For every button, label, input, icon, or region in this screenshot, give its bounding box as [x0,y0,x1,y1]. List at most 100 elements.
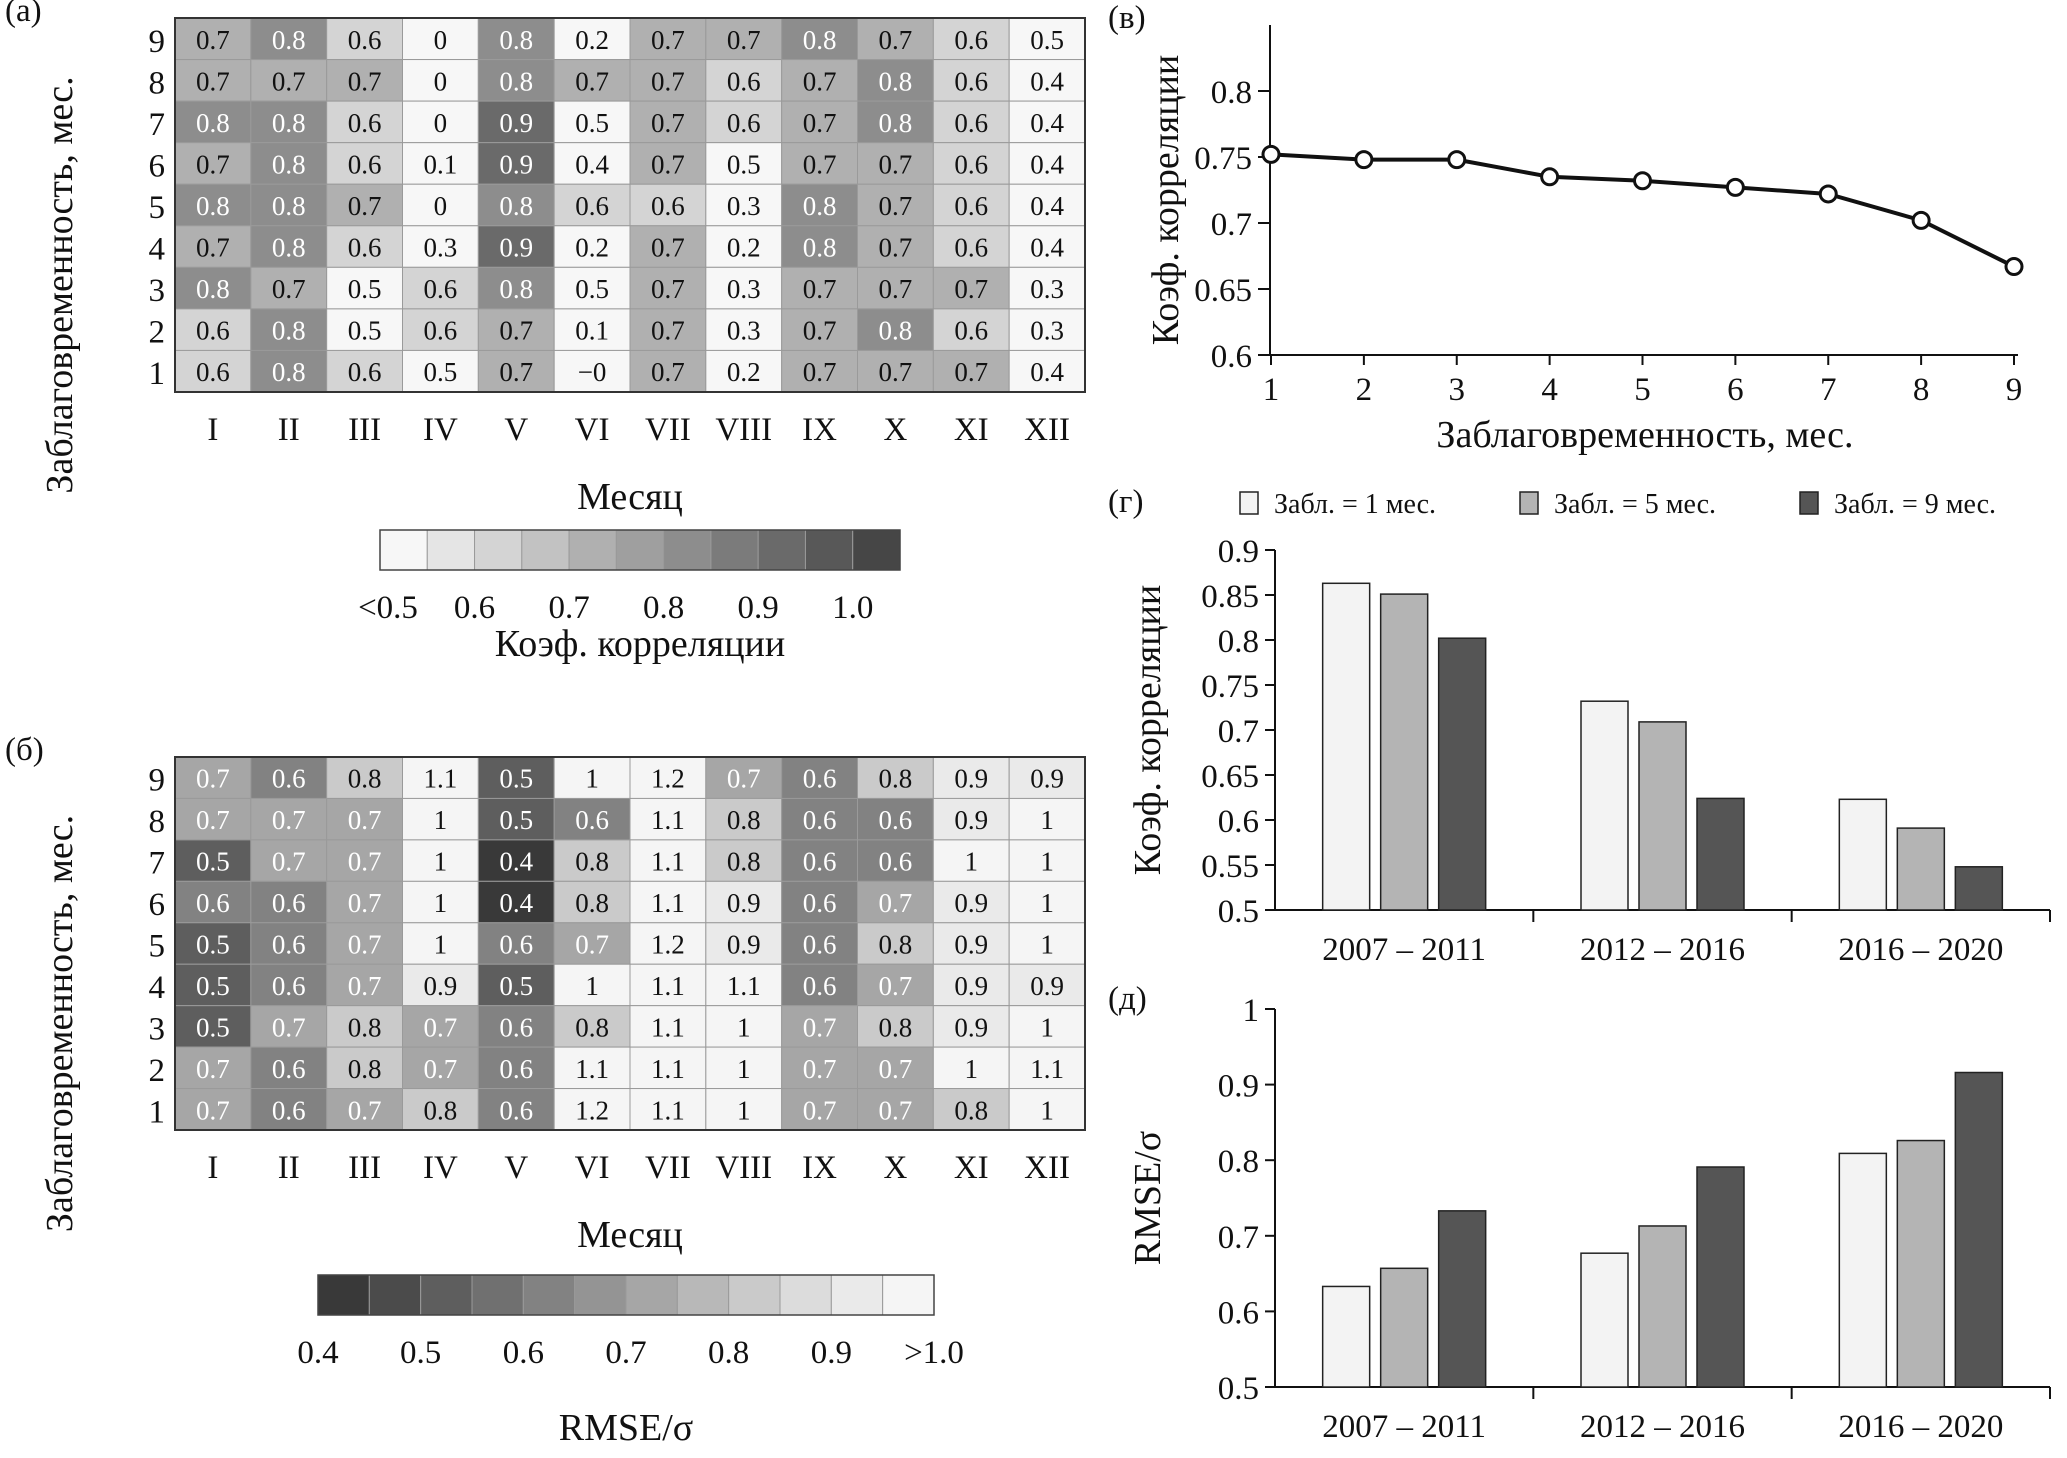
data-point [1633,171,1652,191]
panel-label: (б) [5,732,44,768]
cell-value-label: 0.9 [727,930,761,960]
legend-swatch [1519,491,1539,515]
colorbar-tick-label: 0.5 [400,1335,441,1371]
cell-value-label: 0.8 [196,191,230,221]
heatmap-cell [857,1046,934,1090]
cell-value-label: 0.8 [575,1012,609,1042]
cell-value-label: 0.7 [803,274,837,304]
cell-value-label: 0.8 [272,233,306,263]
cell-value-label: 0.8 [727,847,761,877]
cell-value-label: 0.3 [1030,274,1064,304]
cell-value-label: 0.6 [651,191,685,221]
colorbar-swatch [521,529,570,571]
cell-value-label: 1 [1040,1012,1054,1042]
colorbar-swatch [471,1274,524,1316]
cell-value-label: 0.6 [803,888,837,918]
cell-value-label: 0.3 [727,316,761,346]
heatmap-cell [174,308,252,351]
x-tick-label: II [278,412,300,448]
y-tick-label: 0.65 [1194,273,1252,309]
bar [1696,797,1745,911]
heatmap-cell [250,59,328,102]
bar [1580,1252,1629,1388]
cell-value-label: 0.2 [575,233,609,263]
cell-value-label: 1 [434,888,448,918]
heatmap-cell [553,349,631,393]
cell-value-label: 0.5 [196,847,230,877]
heatmap-cell [705,1088,783,1131]
series-line [1270,152,2015,269]
heatmap-cell [1008,349,1086,393]
cell-value-label: 0.6 [348,357,382,387]
cell-value-label: 0.4 [499,847,533,877]
heatmap-cell [781,839,859,882]
cell-value-label: 0.8 [879,764,913,794]
x-axis-title: Месяц [577,1214,683,1256]
colorbar-swatch [568,529,617,571]
cell-value-label: 0.7 [348,66,382,96]
cell-value-label: 0.6 [499,1012,533,1042]
cell-value-label: 0.7 [196,25,230,55]
cell-value-label: 0.6 [499,1095,533,1125]
colorbar-swatch [728,1274,781,1316]
heatmap-cell [250,349,328,393]
heatmap-cell [477,963,555,1007]
cell-value-label: 0.6 [348,233,382,263]
heatmap-cell [326,183,403,227]
x-tick-label: 2012 – 2016 [1580,932,1745,968]
y-tick-label: 5 [149,190,166,226]
colorbar-swatch [779,1274,832,1316]
colorbar-swatch [676,1274,730,1316]
cell-value-label: 1.1 [651,1095,685,1125]
heatmap-cell [932,266,1010,310]
y-tick-label: 3 [149,1011,166,1047]
cell-value-label: 0 [434,66,448,96]
heatmap-cell [477,1046,555,1090]
cell-value-label: 0.8 [272,149,306,179]
heatmap-cell [477,59,555,102]
heatmap-cell [705,1005,783,1048]
heatmap-cell [629,880,707,924]
cell-value-label: 1 [1040,1095,1054,1125]
colorbar-title: RMSE/σ [559,1407,694,1449]
x-tick-label: 5 [1634,372,1651,408]
cell-value-label: 0.7 [879,357,913,387]
cell-value-label: 0.7 [348,805,382,835]
cell-value-label: 0.8 [272,357,306,387]
heatmap-cell [174,183,252,227]
heatmap-cell [857,880,934,924]
y-tick-label: 0.85 [1201,579,1259,615]
heatmap-cell [553,183,631,227]
heatmap-cell [477,756,555,799]
bar [1437,637,1487,911]
heatmap-cell [402,839,479,882]
heatmap-cell [250,1088,328,1131]
y-tick-label: 0.5 [1218,894,1259,930]
heatmap-cell [629,922,707,965]
heatmap-cell [326,266,403,310]
colorbar-tick-label: <0.5 [358,590,418,626]
colorbar-swatch [420,1274,473,1316]
cell-value-label: 0.8 [272,108,306,138]
cell-value-label: 0.8 [575,847,609,877]
cell-value-label: 0.5 [1030,25,1064,55]
bar [1954,866,2004,911]
cell-value-label: 0.6 [803,930,837,960]
x-tick-label: 2 [1356,372,1373,408]
heatmap-cell [629,349,707,393]
colorbar-tick-label: 0.9 [811,1335,852,1371]
cell-value-label: 0.5 [727,149,761,179]
cell-value-label: 0.8 [803,191,837,221]
heatmap-cell [477,100,555,144]
cell-value-label: 0.6 [499,930,533,960]
heatmap-cell [857,266,934,310]
heatmap-cell [932,349,1010,393]
cell-value-label: 0.7 [651,66,685,96]
cell-value-label: 0.7 [727,764,761,794]
cell-value-label: 0.7 [348,888,382,918]
cell-value-label: 0.7 [879,274,913,304]
x-tick-label: X [883,1150,907,1186]
colorbar-swatch [368,1274,422,1316]
heatmap-cell [857,17,934,61]
data-point [1911,210,1931,230]
